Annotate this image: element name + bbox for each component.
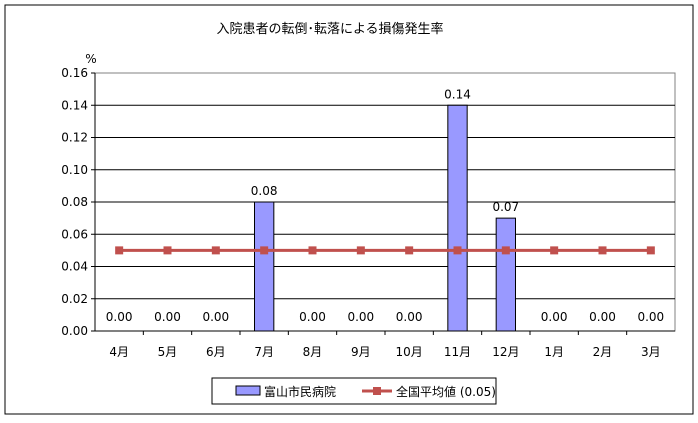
x-tick-label: 11月 — [444, 345, 471, 359]
bar-series — [254, 104, 516, 332]
y-tick-label: 0.12 — [61, 131, 88, 145]
bar-data-label: 0.00 — [202, 310, 229, 324]
legend-bar-label: 富山市民病院 — [264, 384, 336, 399]
x-tick-label: 7月 — [254, 345, 274, 359]
average-marker — [405, 246, 414, 255]
bar — [495, 217, 516, 332]
x-tick-label: 8月 — [303, 345, 323, 359]
y-axis-ticks: 0.00 0.02 0.04 0.06 0.08 0.10 0.12 0.14 0.16 — [61, 66, 95, 338]
y-tick-label: 0.10 — [61, 163, 88, 177]
average-marker — [550, 246, 559, 255]
bar-data-label: 0.00 — [106, 310, 133, 324]
bar — [447, 104, 468, 332]
average-marker — [260, 246, 269, 255]
chart-title: 入院患者の転倒･転落による損傷発生率 — [216, 21, 443, 37]
x-tick-label: 1月 — [544, 345, 564, 359]
bar-data-label: 0.00 — [396, 310, 423, 324]
x-tick-label: 6月 — [206, 345, 226, 359]
gridlines — [95, 104, 675, 300]
average-marker — [356, 246, 365, 255]
y-tick-label: 0.02 — [61, 292, 88, 306]
bar-data-label: 0.00 — [541, 310, 568, 324]
bar-data-label: 0.00 — [299, 310, 326, 324]
bar-data-label: 0.00 — [347, 310, 374, 324]
y-axis-unit-label: % — [85, 52, 96, 66]
bar-data-label: 0.07 — [492, 200, 519, 214]
average-marker — [646, 246, 655, 255]
x-tick-label: 12月 — [492, 345, 519, 359]
x-tick-label: 4月 — [109, 345, 129, 359]
x-axis-ticks: 4月 5月 6月 7月 8月 9月 10月 11月 12月 1月 2月 3月 — [109, 331, 661, 359]
legend-bar-swatch — [235, 385, 261, 396]
average-marker — [211, 246, 220, 255]
x-tick-label: 5月 — [158, 345, 178, 359]
data-labels: 0.00 0.00 0.00 0.08 0.00 0.00 0.00 0.14 0.07 0.00… — [106, 87, 664, 324]
legend-line-marker — [373, 387, 381, 395]
bar-data-label: 0.00 — [154, 310, 181, 324]
average-marker — [163, 246, 172, 255]
x-tick-label: 2月 — [593, 345, 613, 359]
bar-data-label: 0.08 — [251, 184, 278, 198]
bar-data-label: 0.14 — [444, 87, 471, 101]
bar-data-label: 0.00 — [637, 310, 664, 324]
average-marker — [501, 246, 510, 255]
y-tick-label: 0.04 — [61, 260, 88, 274]
bar — [254, 201, 275, 332]
y-tick-label: 0.16 — [61, 66, 88, 80]
y-tick-label: 0.08 — [61, 195, 88, 209]
y-tick-label: 0.14 — [61, 98, 88, 112]
x-tick-label: 9月 — [351, 345, 371, 359]
average-marker — [308, 246, 317, 255]
x-tick-label: 3月 — [641, 345, 661, 359]
legend-line-label: 全国平均値 (0.05) — [396, 384, 496, 399]
average-marker — [598, 246, 607, 255]
average-marker — [115, 246, 124, 255]
y-tick-label: 0.06 — [61, 227, 88, 241]
average-marker — [453, 246, 462, 255]
line-series — [115, 246, 655, 255]
legend: 富山市民病院 全国平均値 (0.05) — [211, 377, 497, 405]
x-tick-label: 10月 — [396, 345, 423, 359]
y-tick-label: 0.00 — [61, 324, 88, 338]
bar-data-label: 0.00 — [589, 310, 616, 324]
